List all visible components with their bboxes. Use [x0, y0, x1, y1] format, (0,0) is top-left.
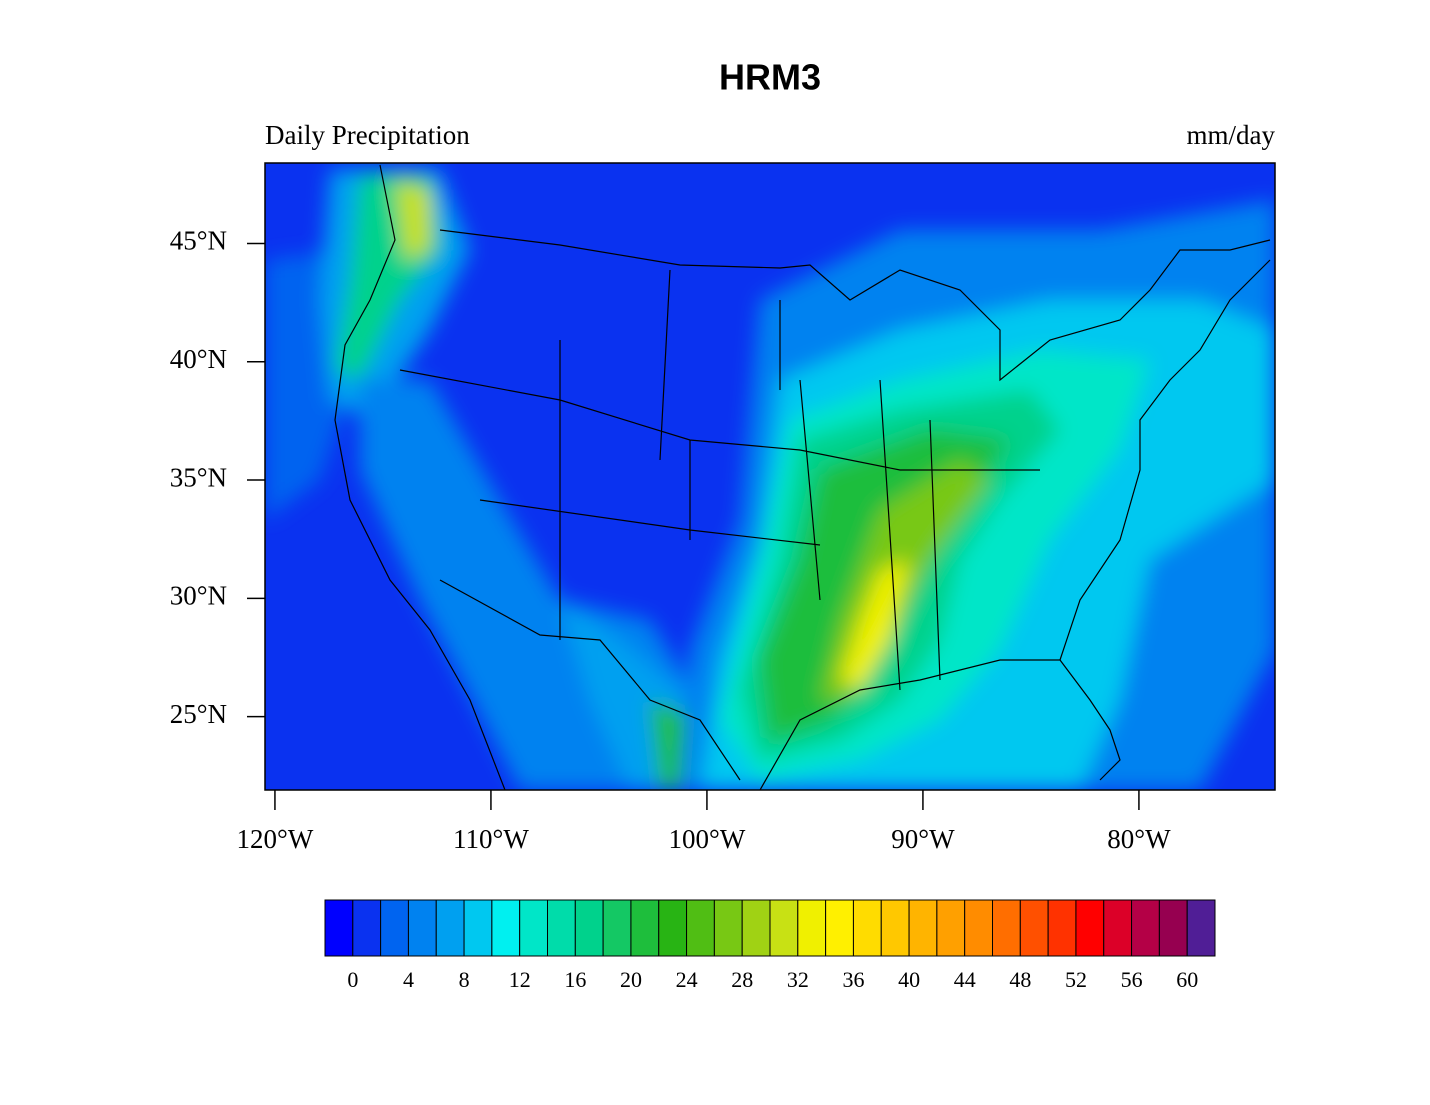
field-shading — [265, 170, 1275, 790]
colorbar-label: 36 — [842, 967, 864, 992]
colorbar-box — [1131, 899, 1160, 957]
colorbar-label: 56 — [1121, 967, 1143, 992]
colorbar-box — [658, 899, 688, 957]
boundaries — [334, 164, 1271, 790]
colorbar-label: 8 — [459, 967, 470, 992]
colorbar-box — [463, 899, 493, 957]
left-label: Daily Precipitation — [265, 120, 470, 150]
colorbar-box — [825, 899, 854, 957]
colorbar-label: 24 — [676, 967, 698, 992]
colorbar-box — [686, 899, 715, 957]
colorbar-label: 16 — [564, 967, 586, 992]
colorbar-box — [602, 899, 632, 957]
west-coast — [334, 164, 506, 790]
x-tick-label: 90°W — [891, 824, 955, 854]
colorbar-box — [435, 899, 465, 957]
y-tick-label: 25°N — [170, 699, 227, 729]
y-tick-label: 45°N — [170, 226, 227, 256]
colorbar-box — [908, 899, 938, 957]
plot-frame — [264, 162, 1276, 791]
colorbar-box — [741, 899, 771, 957]
precip-field — [265, 163, 1275, 790]
x-tick-label: 110°W — [453, 824, 529, 854]
colorbar-label: 60 — [1176, 967, 1198, 992]
colorbar-box — [964, 899, 993, 957]
colorbar-box — [852, 899, 882, 957]
colorbar-box — [1047, 899, 1077, 957]
colorbar-box — [547, 899, 576, 957]
colorbar-box — [324, 899, 354, 957]
colorbar-box — [1158, 899, 1188, 957]
state-lines — [399, 269, 1040, 691]
colorbar-box — [574, 899, 604, 957]
colorbar-box — [880, 899, 910, 957]
y-tick-label: 30°N — [170, 581, 227, 611]
colorbar-box — [1019, 899, 1049, 957]
colorbar-label: 32 — [787, 967, 809, 992]
y-tick-label: 40°N — [170, 344, 227, 374]
colorbar-box — [797, 899, 827, 957]
colorbar-label: 40 — [898, 967, 920, 992]
colorbar-label: 44 — [954, 967, 976, 992]
right-label: mm/day — [1187, 120, 1276, 150]
colorbar-label: 4 — [403, 967, 414, 992]
colorbar-box — [630, 899, 660, 957]
colorbar-box — [769, 899, 799, 957]
colorbar-box — [936, 899, 966, 957]
colorbar-box — [407, 899, 437, 957]
y-tick-label: 35°N — [170, 462, 227, 492]
colorbar-box — [352, 899, 382, 957]
colorbar-box — [1103, 899, 1133, 957]
north-border — [439, 229, 1271, 382]
colorbar-box — [380, 899, 409, 957]
colorbar-label: 12 — [509, 967, 531, 992]
colorbar-label: 20 — [620, 967, 642, 992]
colorbar-box — [519, 899, 548, 957]
mexico-border — [439, 579, 741, 781]
colorbar-box — [1186, 899, 1216, 957]
colorbar-box — [713, 899, 743, 957]
east-coast — [1059, 259, 1271, 661]
colorbar-label: 0 — [347, 967, 358, 992]
title: HRM3 — [719, 57, 821, 98]
gulf-coast — [759, 659, 1121, 790]
x-tick-label: 100°W — [669, 824, 746, 854]
colorbar-box — [1075, 899, 1105, 957]
x-tick-label: 120°W — [237, 824, 314, 854]
colorbar-box — [992, 899, 1021, 957]
colorbar-label: 48 — [1009, 967, 1031, 992]
x-tick-label: 80°W — [1107, 824, 1171, 854]
colorbar-box — [491, 899, 521, 957]
colorbar-label: 28 — [731, 967, 753, 992]
colorbar-label: 52 — [1065, 967, 1087, 992]
